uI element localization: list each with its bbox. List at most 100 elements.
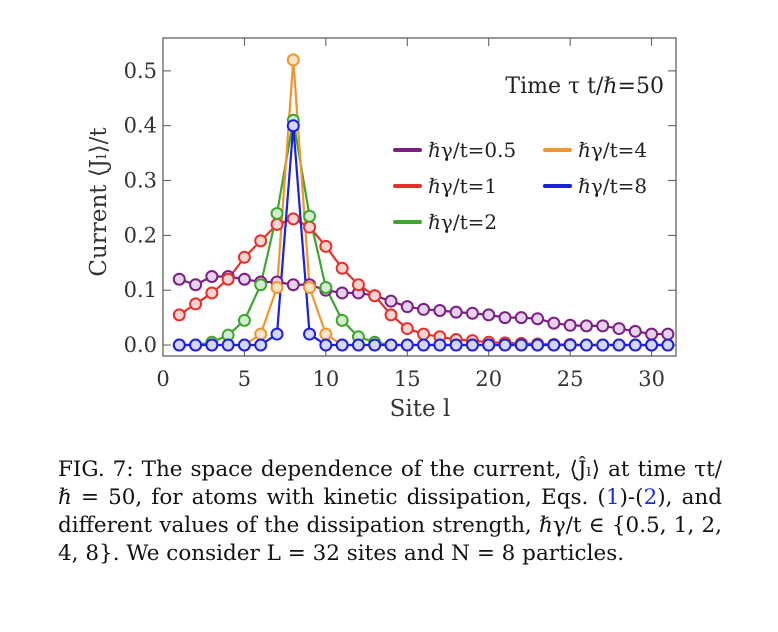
caption-text-2: )-(: [619, 485, 644, 510]
data-point-series-0: [417, 302, 431, 316]
data-point-series-0: [498, 311, 512, 325]
equation-ref-2[interactable]: 2: [643, 485, 658, 510]
data-point-series-1: [335, 261, 349, 275]
data-point-series-0: [335, 286, 349, 300]
data-point-series-0: [547, 316, 561, 330]
data-point-series-4: [400, 338, 414, 352]
data-point-series-4: [596, 338, 610, 352]
data-point-series-0: [514, 311, 528, 325]
data-point-series-1: [172, 308, 186, 322]
data-point-series-2: [270, 206, 284, 220]
data-point-series-4: [433, 338, 447, 352]
data-point-series-1: [270, 217, 284, 231]
data-point-series-1: [417, 327, 431, 341]
data-point-series-4: [319, 338, 333, 352]
data-point-series-4: [384, 338, 398, 352]
data-point-series-4: [351, 338, 365, 352]
data-point-series-4: [531, 338, 545, 352]
data-point-series-0: [661, 327, 675, 341]
data-point-series-0: [449, 305, 463, 319]
y-tick-label: 0.0: [124, 333, 157, 357]
data-point-series-0: [465, 306, 479, 320]
data-point-series-0: [400, 300, 414, 314]
series-markers: [172, 53, 675, 352]
annotation-time: Time τ t/ℏ=50: [505, 74, 664, 99]
equation-ref-1[interactable]: 1: [605, 485, 620, 510]
data-point-series-1: [237, 250, 251, 264]
x-axis-title: Site l: [390, 396, 451, 422]
legend-label: ℏγ/t=2: [428, 210, 497, 234]
data-point-series-1: [384, 308, 398, 322]
data-point-series-4: [417, 338, 431, 352]
data-point-series-4: [628, 338, 642, 352]
data-point-series-0: [286, 278, 300, 292]
data-point-series-4: [482, 338, 496, 352]
data-point-series-0: [596, 319, 610, 333]
data-point-series-0: [628, 324, 642, 338]
y-axis-title: Current ⟨Jₗ⟩/t: [86, 127, 112, 277]
data-point-series-2: [335, 313, 349, 327]
data-point-series-4: [563, 338, 577, 352]
data-point-series-0: [433, 303, 447, 317]
data-point-series-3: [319, 327, 333, 341]
legend-label: ℏγ/t=8: [578, 174, 647, 198]
data-point-series-0: [579, 319, 593, 333]
x-tick-label: 0: [156, 367, 169, 391]
caption-text-3: ), and different values of the dissipati…: [58, 485, 723, 566]
data-point-series-1: [189, 297, 203, 311]
legend-label: ℏγ/t=4: [578, 138, 647, 162]
data-point-series-4: [303, 327, 317, 341]
data-point-series-2: [237, 313, 251, 327]
x-tick-label: 5: [238, 367, 251, 391]
x-tick-label: 25: [557, 367, 584, 391]
legend: ℏγ/t=0.5 ℏγ/t=4 ℏγ/t=1 ℏγ/t=8 ℏγ/t=2: [393, 138, 647, 234]
data-point-series-3: [286, 53, 300, 67]
legend-label: ℏγ/t=1: [428, 174, 497, 198]
data-point-series-1: [319, 239, 333, 253]
data-point-series-4: [286, 119, 300, 133]
x-tick-label: 30: [638, 367, 665, 391]
legend-label: ℏγ/t=0.5: [428, 138, 516, 162]
data-point-series-4: [612, 338, 626, 352]
data-point-series-0: [384, 294, 398, 308]
y-axis: 0.0 0.1 0.2 0.3 0.4 0.5: [124, 59, 676, 357]
data-point-series-4: [645, 338, 659, 352]
data-point-series-4: [368, 338, 382, 352]
data-point-series-1: [205, 286, 219, 300]
data-point-series-4: [661, 338, 675, 352]
data-point-series-4: [335, 338, 349, 352]
y-tick-label: 0.4: [124, 114, 157, 138]
data-point-series-3: [303, 280, 317, 294]
data-point-series-4: [514, 338, 528, 352]
y-tick-label: 0.2: [124, 223, 157, 247]
data-point-series-3: [270, 280, 284, 294]
data-point-series-2: [303, 209, 317, 223]
data-point-series-1: [368, 289, 382, 303]
data-point-series-0: [189, 278, 203, 292]
data-point-series-4: [221, 338, 235, 352]
data-point-series-1: [254, 234, 268, 248]
data-point-series-0: [172, 272, 186, 286]
data-point-series-0: [612, 322, 626, 336]
data-point-series-1: [286, 212, 300, 226]
x-tick-label: 15: [394, 367, 421, 391]
data-point-series-1: [303, 220, 317, 234]
y-tick-label: 0.5: [124, 59, 157, 83]
data-point-series-1: [221, 272, 235, 286]
data-point-series-0: [563, 318, 577, 332]
data-point-series-4: [270, 327, 284, 341]
y-tick-label: 0.1: [124, 278, 157, 302]
data-point-series-1: [400, 322, 414, 336]
data-point-series-4: [254, 338, 268, 352]
data-point-series-4: [449, 338, 463, 352]
data-point-series-4: [189, 338, 203, 352]
x-axis: 0 5 10 15 20 25 30: [156, 38, 665, 391]
figure-caption: FIG. 7: The space dependence of the curr…: [58, 456, 722, 568]
data-point-series-3: [254, 327, 268, 341]
data-point-series-4: [205, 338, 219, 352]
data-point-series-2: [319, 280, 333, 294]
data-point-series-4: [547, 338, 561, 352]
data-point-series-0: [482, 308, 496, 322]
current-vs-site-chart: 0.0 0.1 0.2 0.3 0.4 0.5 0 5 10 15 20 25 30 Time τ t…: [86, 37, 677, 422]
data-point-series-0: [205, 270, 219, 283]
